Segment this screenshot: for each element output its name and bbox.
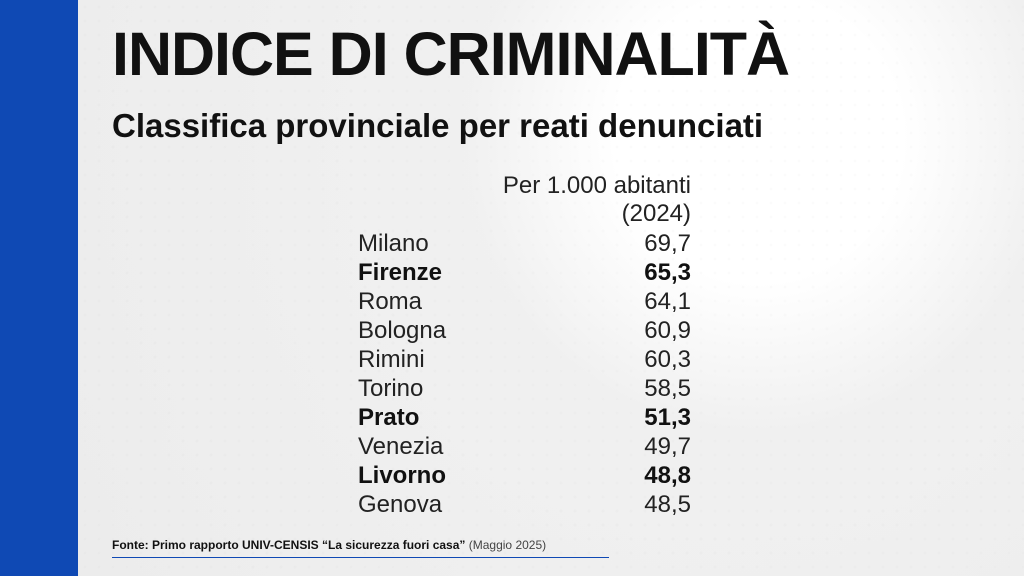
table-row: Bologna 60,9 bbox=[358, 316, 691, 345]
table-row: Livorno 48,8 bbox=[358, 461, 691, 490]
table-row: Venezia 49,7 bbox=[358, 432, 691, 461]
province-label: Roma bbox=[358, 287, 423, 315]
province-label: Venezia bbox=[358, 432, 444, 460]
crime-rate-value: 48,5 bbox=[644, 490, 691, 518]
crime-rate-value: 64,1 bbox=[644, 287, 691, 315]
province-label: Livorno bbox=[358, 461, 446, 489]
crime-rate-value: 51,3 bbox=[644, 403, 691, 431]
page-title: INDICE DI CRIMINALITÀ bbox=[112, 20, 790, 88]
province-label: Rimini bbox=[358, 345, 425, 373]
value-column-header-line-1: Per 1.000 abitanti bbox=[502, 172, 691, 199]
value-column-header-line-2: (2024) bbox=[621, 200, 691, 227]
source-date: (Maggio 2025) bbox=[468, 538, 547, 552]
source-label: Fonte: Primo rapporto UNIV-CENSIS “La si… bbox=[112, 538, 466, 552]
source-underline bbox=[112, 557, 609, 558]
province-label: Genova bbox=[358, 490, 443, 518]
table-row: Genova 48,5 bbox=[358, 490, 691, 519]
table-row: Firenze 65,3 bbox=[358, 258, 691, 287]
province-label: Bologna bbox=[358, 316, 447, 344]
province-label: Prato bbox=[358, 403, 420, 431]
table-row: Roma 64,1 bbox=[358, 287, 691, 316]
left-accent-band bbox=[0, 0, 78, 576]
ranking-table: Milano 69,7 Firenze 65,3 Roma 64,1 Bologna 60,9… bbox=[358, 229, 691, 519]
page-subtitle: Classifica provinciale per reati denunci… bbox=[112, 107, 764, 144]
crime-rate-value: 65,3 bbox=[644, 258, 691, 286]
crime-rate-value: 60,9 bbox=[644, 316, 691, 344]
crime-rate-value: 49,7 bbox=[644, 432, 691, 460]
source-note: Fonte: Primo rapporto UNIV-CENSIS “La si… bbox=[112, 539, 546, 551]
table-row: Rimini 60,3 bbox=[358, 345, 691, 374]
table-row: Torino 58,5 bbox=[358, 374, 691, 403]
crime-rate-value: 60,3 bbox=[644, 345, 691, 373]
table-row: Prato 51,3 bbox=[358, 403, 691, 432]
background-dot-pattern bbox=[78, 0, 1024, 576]
background-panel bbox=[78, 0, 1024, 576]
province-label: Firenze bbox=[358, 258, 443, 286]
crime-rate-value: 69,7 bbox=[644, 229, 691, 257]
province-label: Milano bbox=[358, 229, 429, 257]
crime-rate-value: 58,5 bbox=[644, 374, 691, 402]
table-row: Milano 69,7 bbox=[358, 229, 691, 258]
province-label: Torino bbox=[358, 374, 424, 402]
crime-rate-value: 48,8 bbox=[644, 461, 691, 489]
